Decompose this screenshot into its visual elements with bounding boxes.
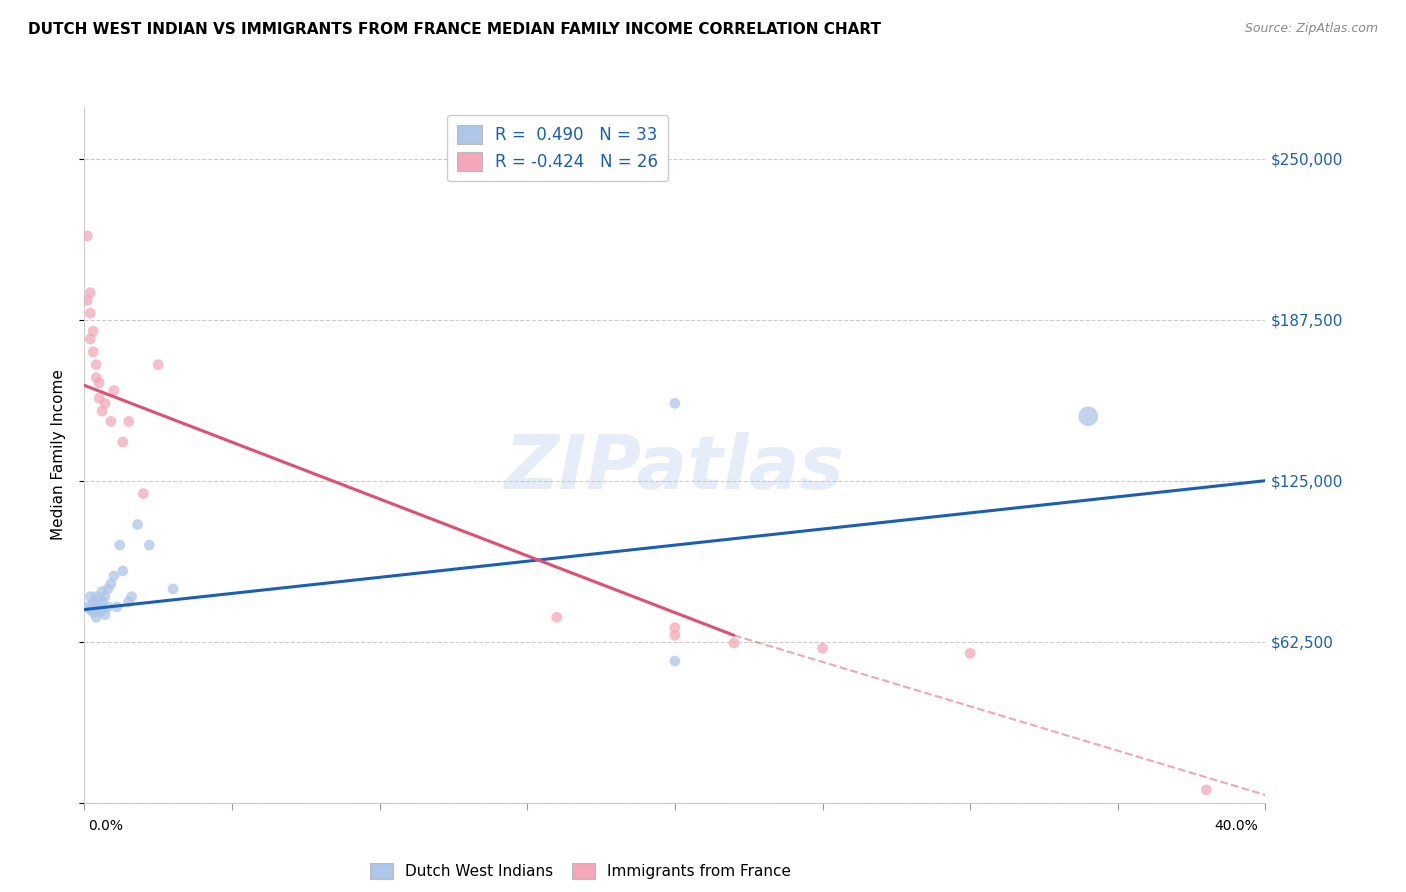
Point (1195, 783, 1218, 797)
Point (118, 414, 141, 428)
Point (664, 654, 686, 668)
Point (82, 324, 104, 338)
Point (91, 602, 114, 616)
Y-axis label: Median Family Income: Median Family Income (51, 369, 66, 541)
Point (79, 332, 101, 346)
Point (89, 605, 111, 619)
Point (100, 576, 122, 591)
Point (84, 370, 107, 384)
Point (84, 358, 107, 372)
Point (79, 590, 101, 604)
Point (79, 285, 101, 300)
Point (76, 599, 98, 614)
Point (97, 599, 120, 614)
Point (97, 582, 120, 596)
Point (82, 595, 104, 609)
Point (94, 396, 117, 410)
Point (959, 646, 981, 660)
Point (108, 538, 131, 552)
Point (79, 306, 101, 320)
Point (89, 599, 111, 614)
Point (121, 590, 143, 604)
Point (84, 590, 107, 604)
Point (94, 607, 117, 622)
Point (76, 293, 98, 308)
Point (138, 538, 160, 552)
Point (118, 595, 141, 609)
Point (84, 610, 107, 624)
Point (111, 564, 134, 578)
Point (103, 569, 125, 583)
Point (664, 628, 686, 642)
Point (811, 641, 834, 656)
Text: 40.0%: 40.0% (1215, 819, 1258, 832)
Point (91, 595, 114, 609)
Point (91, 404, 114, 418)
Point (91, 584, 114, 599)
Point (162, 582, 184, 596)
Point (148, 358, 170, 372)
Point (546, 610, 568, 624)
Point (89, 376, 111, 390)
Text: Source: ZipAtlas.com: Source: ZipAtlas.com (1244, 22, 1378, 36)
Text: DUTCH WEST INDIAN VS IMMIGRANTS FROM FRANCE MEDIAN FAMILY INCOME CORRELATION CHA: DUTCH WEST INDIAN VS IMMIGRANTS FROM FRA… (28, 22, 882, 37)
Point (82, 344, 104, 359)
Point (132, 486, 155, 500)
Point (82, 605, 104, 619)
Point (664, 396, 686, 410)
Point (94, 590, 117, 604)
Point (84, 605, 107, 619)
Point (664, 621, 686, 635)
Point (84, 598, 107, 612)
Point (100, 414, 122, 428)
Point (111, 435, 134, 450)
Point (1077, 409, 1099, 424)
Text: ZIPatlas: ZIPatlas (505, 433, 845, 506)
Point (127, 517, 149, 532)
Point (89, 592, 111, 607)
Point (82, 599, 104, 614)
Legend: Dutch West Indians, Immigrants from France: Dutch West Indians, Immigrants from Fran… (364, 856, 797, 886)
Point (105, 599, 128, 614)
Text: 0.0%: 0.0% (89, 819, 124, 832)
Point (76, 228, 98, 243)
Point (103, 384, 125, 398)
Point (723, 636, 745, 650)
Point (89, 391, 111, 405)
Point (79, 602, 101, 616)
